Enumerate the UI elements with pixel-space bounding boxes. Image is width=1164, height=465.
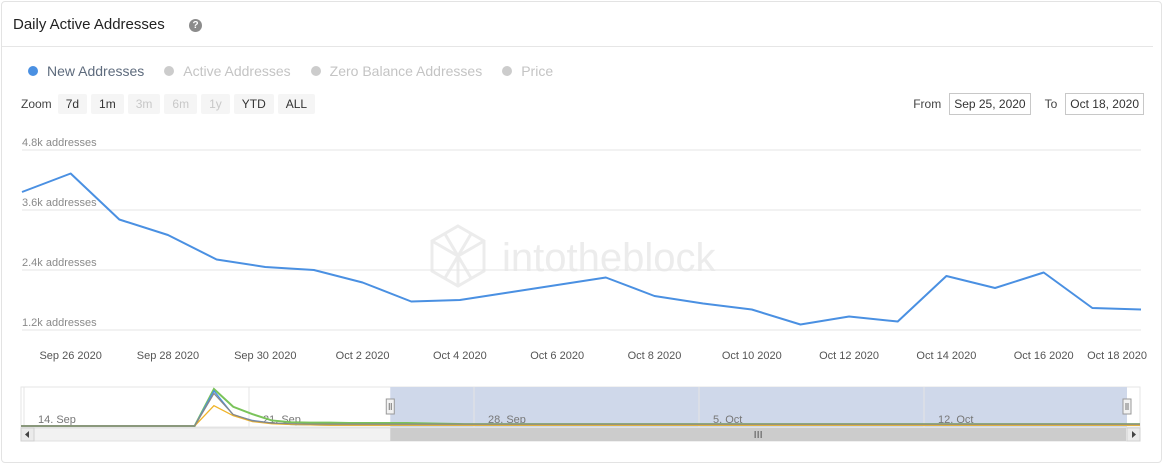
- y-tick-label: 3.6k addresses: [22, 197, 97, 209]
- navigator-label: 28. Sep: [488, 414, 526, 426]
- data-point[interactable]: [896, 320, 900, 324]
- legend-label: Zero Balance Addresses: [329, 63, 483, 79]
- x-tick-label: Oct 4 2020: [433, 350, 487, 362]
- data-point[interactable]: [604, 276, 608, 280]
- from-date-input[interactable]: Sep 25, 2020: [949, 93, 1031, 115]
- legend-item-zero-balance-addresses[interactable]: Zero Balance Addresses: [310, 63, 483, 79]
- x-tick-label: Oct 12 2020: [819, 350, 879, 362]
- data-point[interactable]: [263, 265, 267, 269]
- chart-legend: New Addresses Active Addresses Zero Balanc…: [28, 63, 573, 79]
- cube-logo-icon: [430, 224, 486, 288]
- x-tick-label: Oct 2 2020: [336, 350, 390, 362]
- data-point[interactable]: [69, 172, 73, 176]
- legend-label: Active Addresses: [183, 63, 291, 79]
- data-point[interactable]: [166, 233, 170, 237]
- navigator-label: 5. Oct: [713, 414, 742, 426]
- x-tick-label: Oct 10 2020: [722, 350, 782, 362]
- navigator-right-handle[interactable]: [1122, 398, 1132, 415]
- to-date-input[interactable]: Oct 18, 2020: [1065, 93, 1144, 115]
- data-point[interactable]: [409, 300, 413, 304]
- legend-dot-icon: [502, 66, 513, 76]
- x-tick-label: Oct 16 2020: [1014, 350, 1074, 362]
- navigator-series-line: [21, 404, 1140, 427]
- data-point[interactable]: [1139, 308, 1143, 312]
- data-point[interactable]: [312, 268, 316, 272]
- y-tick-label: 4.8k addresses: [22, 137, 97, 149]
- legend-label: Price: [521, 63, 554, 79]
- data-point[interactable]: [215, 258, 219, 262]
- x-tick-label: Oct 8 2020: [628, 350, 682, 362]
- x-tick-label: Oct 6 2020: [530, 350, 584, 362]
- navigator-left-handle[interactable]: [385, 398, 395, 415]
- from-label: From: [913, 97, 942, 111]
- question-circle-icon[interactable]: ?: [189, 19, 202, 32]
- navigator-selection[interactable]: [390, 387, 1127, 427]
- date-range: From Sep 25, 2020 To Oct 18, 2020: [899, 93, 1144, 115]
- data-point[interactable]: [944, 274, 948, 278]
- series-group: [20, 172, 1143, 327]
- watermark: intotheblock: [430, 224, 716, 288]
- legend-item-active-addresses[interactable]: Active Addresses: [164, 63, 291, 79]
- navigator[interactable]: 14. Sep 21. Sep 28. Sep 5. Oct 12. Oct: [20, 386, 1141, 442]
- y-axis-labels: 1.2k addresses 2.4k addresses 3.6k address…: [22, 137, 97, 329]
- data-point[interactable]: [1042, 271, 1046, 275]
- navigator-series-line: [21, 392, 1140, 427]
- data-point[interactable]: [361, 281, 365, 285]
- zoom-button-all[interactable]: ALL: [277, 94, 316, 114]
- data-point[interactable]: [555, 283, 559, 287]
- arrow-left-icon: [25, 431, 29, 438]
- data-point[interactable]: [458, 298, 462, 302]
- data-point[interactable]: [701, 302, 705, 306]
- x-tick-label: Sep 28 2020: [137, 350, 199, 362]
- x-tick-label: Sep 30 2020: [234, 350, 296, 362]
- legend-dot-icon: [310, 66, 321, 76]
- data-point[interactable]: [20, 190, 24, 194]
- data-point[interactable]: [507, 291, 511, 295]
- zoom-label: Zoom: [21, 97, 52, 111]
- legend-item-price[interactable]: Price: [502, 63, 553, 79]
- data-point[interactable]: [847, 315, 851, 319]
- navigator-label: 12. Oct: [938, 414, 973, 426]
- card-title: Daily Active Addresses: [13, 16, 165, 33]
- to-label: To: [1044, 97, 1058, 111]
- data-point[interactable]: [1090, 306, 1094, 310]
- zoom-button-6m[interactable]: 6m: [164, 94, 198, 114]
- zoom-button-1m[interactable]: 1m: [91, 94, 124, 114]
- data-point[interactable]: [798, 323, 802, 327]
- card-header: Daily Active Addresses ?: [2, 2, 1153, 47]
- x-axis-labels: Sep 26 2020 Sep 28 2020 Sep 30 2020 Oct 2 2…: [39, 350, 1147, 362]
- legend-dot-icon: [164, 66, 175, 76]
- x-tick-label: Oct 18 2020: [1087, 350, 1147, 362]
- arrow-right-icon: [1132, 431, 1136, 438]
- zoom-button-1y[interactable]: 1y: [201, 94, 230, 114]
- watermark-text: intotheblock: [502, 236, 716, 280]
- legend-dot-icon: [28, 66, 38, 76]
- y-tick-label: 2.4k addresses: [22, 257, 97, 269]
- navigator-label: 14. Sep: [38, 414, 76, 426]
- grid-lines: [22, 149, 1141, 331]
- data-point[interactable]: [750, 308, 754, 312]
- zoom-button-3m[interactable]: 3m: [127, 94, 161, 114]
- data-point[interactable]: [993, 286, 997, 290]
- zoom-controls: Zoom 7d 1m 3m 6m 1y YTD ALL: [21, 94, 319, 114]
- legend-item-new-addresses[interactable]: New Addresses: [28, 63, 144, 79]
- data-point[interactable]: [652, 294, 656, 298]
- zoom-button-ytd[interactable]: YTD: [233, 94, 274, 114]
- data-point[interactable]: [117, 218, 121, 222]
- y-tick-label: 1.2k addresses: [22, 317, 97, 329]
- zoom-button-7d[interactable]: 7d: [57, 94, 88, 114]
- x-tick-label: Sep 26 2020: [39, 350, 101, 362]
- series-line-new-addresses[interactable]: [21, 172, 1142, 326]
- x-tick-label: Oct 14 2020: [916, 350, 976, 362]
- legend-label: New Addresses: [47, 63, 145, 79]
